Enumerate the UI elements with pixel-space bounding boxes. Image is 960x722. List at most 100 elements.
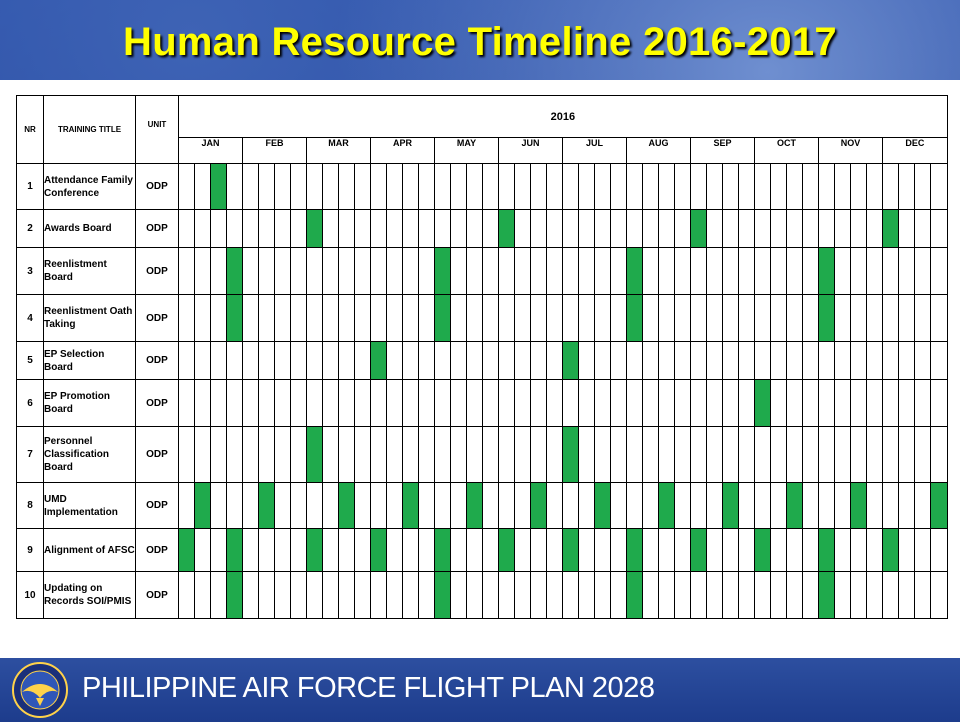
- week-cell: [626, 163, 643, 210]
- active-week-cell: [658, 482, 675, 529]
- active-week-cell: [434, 247, 451, 295]
- week-cell: [802, 247, 819, 295]
- week-cell: [402, 571, 419, 619]
- active-week-cell: [690, 209, 707, 248]
- month-nov: NOV: [818, 137, 883, 164]
- week-cell: [578, 379, 595, 427]
- week-cell: [674, 294, 691, 342]
- week-cell: [674, 571, 691, 619]
- month-oct: OCT: [754, 137, 819, 164]
- week-cell: [850, 247, 867, 295]
- week-cell: [418, 528, 435, 572]
- week-cell: [466, 163, 483, 210]
- week-cell: [770, 379, 787, 427]
- week-cell: [354, 163, 371, 210]
- week-cell: [578, 163, 595, 210]
- week-cell: [770, 528, 787, 572]
- week-cell: [178, 294, 195, 342]
- week-cell: [706, 571, 723, 619]
- week-cell: [466, 528, 483, 572]
- week-cell: [274, 209, 291, 248]
- week-cell: [274, 341, 291, 380]
- week-cell: [722, 163, 739, 210]
- week-cell: [450, 426, 467, 483]
- week-cell: [338, 426, 355, 483]
- week-cell: [770, 571, 787, 619]
- week-cell: [498, 571, 515, 619]
- week-cell: [514, 247, 531, 295]
- row-training-title: Reenlistment Oath Taking: [43, 294, 136, 342]
- row-unit: ODP: [135, 341, 179, 380]
- table-row: 5 EP Selection Board ODP: [16, 341, 948, 380]
- week-cell: [930, 247, 948, 295]
- week-cell: [498, 247, 515, 295]
- month-jan: JAN: [178, 137, 243, 164]
- week-cell: [258, 209, 275, 248]
- week-cell: [274, 571, 291, 619]
- week-cell: [402, 294, 419, 342]
- week-cell: [306, 379, 323, 427]
- week-cell: [642, 571, 659, 619]
- week-cell: [546, 528, 563, 572]
- row-nr: 4: [16, 294, 44, 342]
- table-row: 6 EP Promotion Board ODP: [16, 379, 948, 427]
- week-cell: [562, 163, 579, 210]
- week-cell: [482, 571, 499, 619]
- week-cell: [642, 163, 659, 210]
- week-cell: [626, 209, 643, 248]
- week-cell: [370, 247, 387, 295]
- week-cell: [866, 379, 883, 427]
- week-cell: [338, 571, 355, 619]
- week-cell: [770, 209, 787, 248]
- week-cell: [274, 482, 291, 529]
- week-cell: [530, 247, 547, 295]
- week-cell: [882, 247, 899, 295]
- week-cell: [386, 571, 403, 619]
- active-week-cell: [754, 528, 771, 572]
- week-cell: [834, 209, 851, 248]
- row-training-title: EP Promotion Board: [43, 379, 136, 427]
- month-sep: SEP: [690, 137, 755, 164]
- table-row: 3 Reenlistment Board ODP: [16, 247, 948, 295]
- week-cell: [514, 294, 531, 342]
- week-cell: [738, 294, 755, 342]
- week-cell: [194, 247, 211, 295]
- week-cell: [786, 426, 803, 483]
- week-cell: [882, 571, 899, 619]
- week-cell: [242, 341, 259, 380]
- month-mar: MAR: [306, 137, 371, 164]
- week-cell: [306, 482, 323, 529]
- week-cell: [546, 571, 563, 619]
- week-cell: [242, 163, 259, 210]
- active-week-cell: [306, 528, 323, 572]
- week-cell: [914, 379, 931, 427]
- week-cell: [578, 482, 595, 529]
- active-week-cell: [626, 247, 643, 295]
- week-cell: [178, 426, 195, 483]
- week-cell: [722, 209, 739, 248]
- row-unit: ODP: [135, 379, 179, 427]
- week-cell: [690, 571, 707, 619]
- row-training-title: UMD Implementation: [43, 482, 136, 529]
- week-cell: [770, 426, 787, 483]
- week-cell: [434, 341, 451, 380]
- row-unit: ODP: [135, 294, 179, 342]
- week-cell: [530, 426, 547, 483]
- week-cell: [898, 426, 915, 483]
- week-cell: [322, 571, 339, 619]
- week-cell: [626, 426, 643, 483]
- week-cell: [242, 247, 259, 295]
- week-cell: [450, 163, 467, 210]
- week-cell: [786, 379, 803, 427]
- week-cell: [210, 294, 227, 342]
- week-cell: [274, 426, 291, 483]
- week-cell: [898, 528, 915, 572]
- week-cell: [514, 379, 531, 427]
- header-year: 2016: [178, 95, 948, 138]
- week-cell: [914, 482, 931, 529]
- active-week-cell: [882, 528, 899, 572]
- week-cell: [738, 482, 755, 529]
- header-nr: NR: [16, 95, 44, 164]
- week-cell: [178, 163, 195, 210]
- row-training-title: Reenlistment Board: [43, 247, 136, 295]
